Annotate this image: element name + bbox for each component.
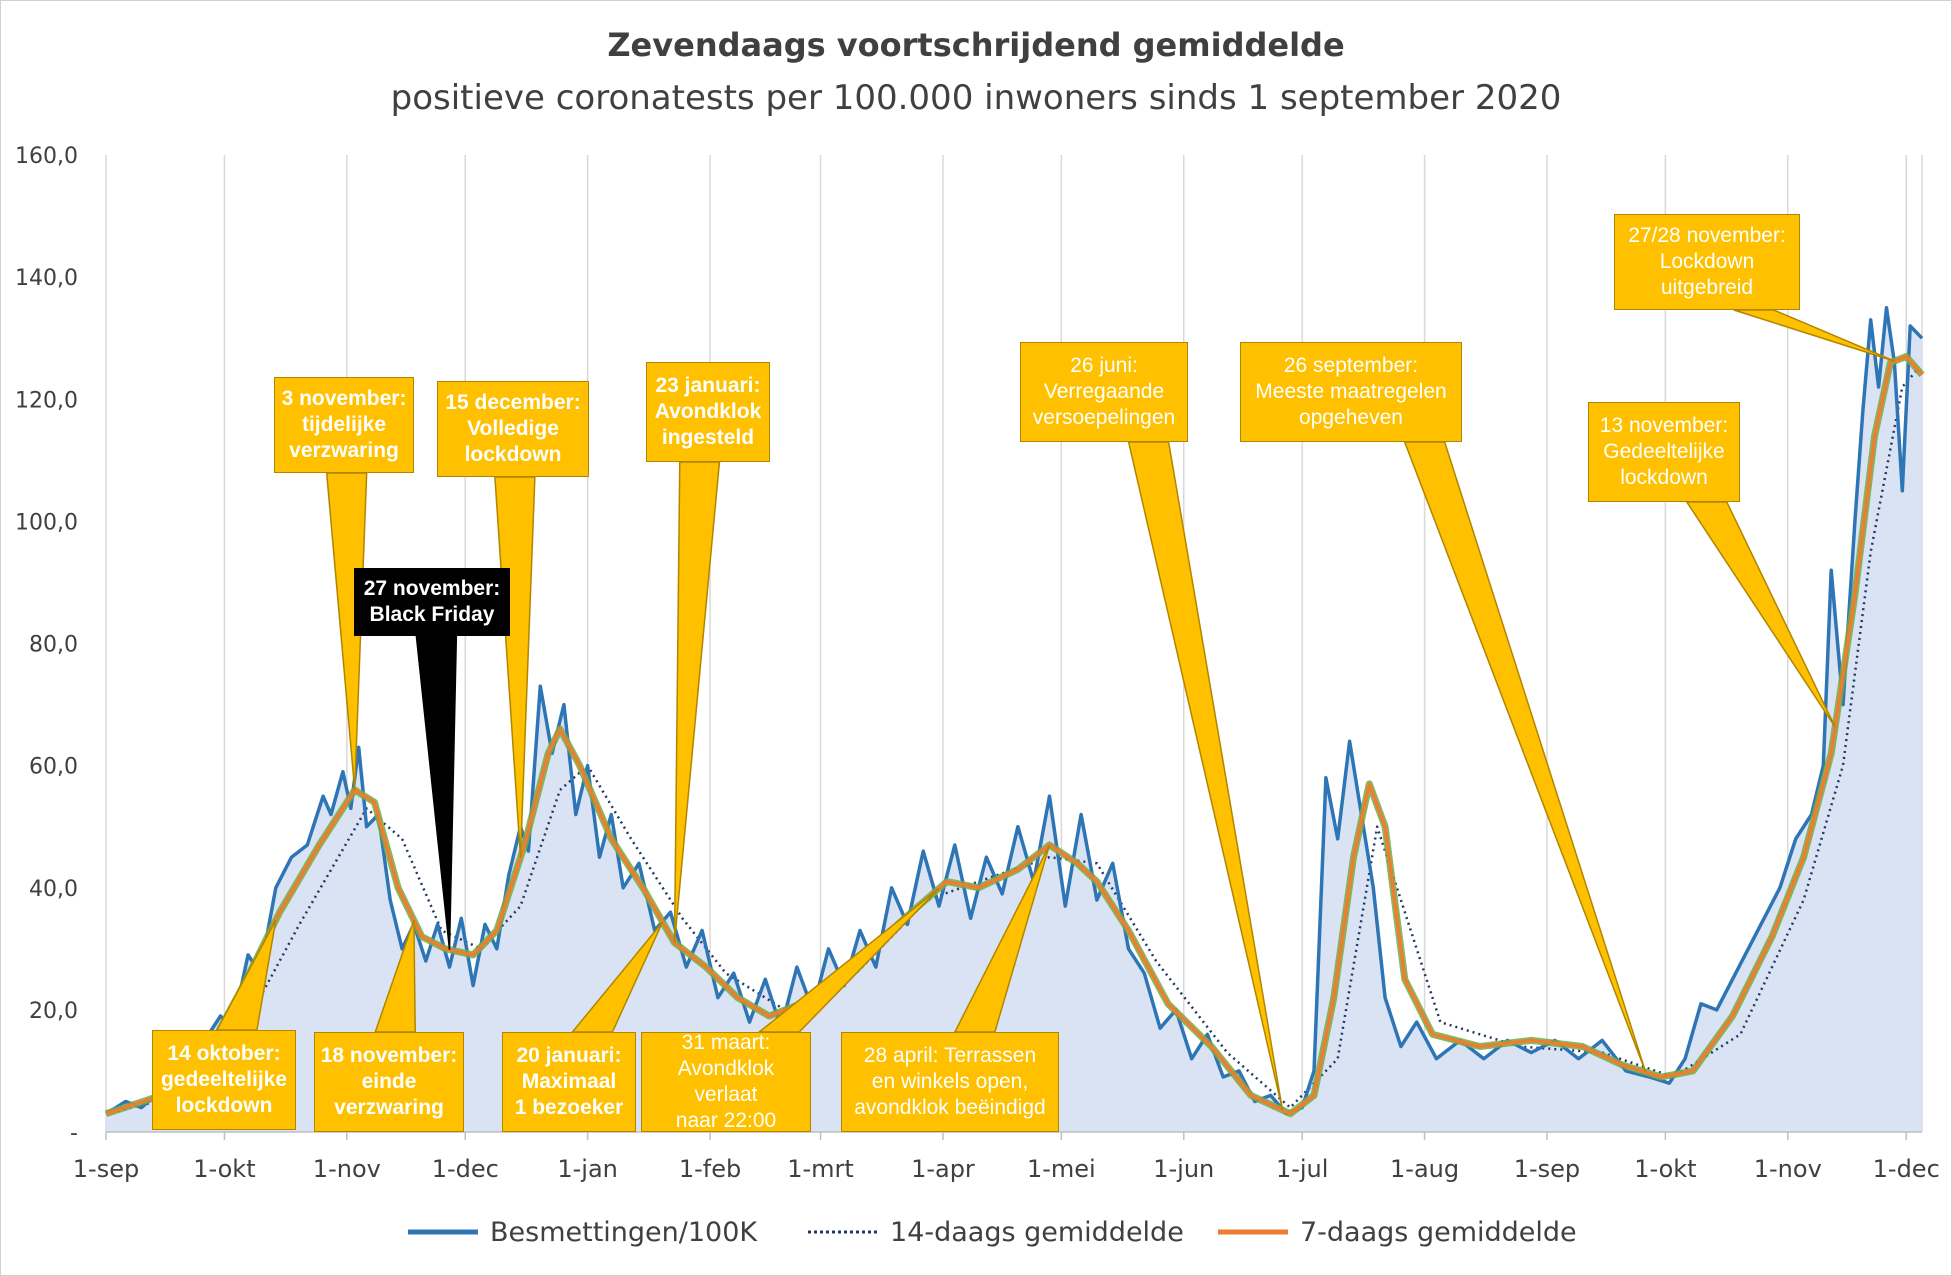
x-tick-label: 1-aug	[1390, 1155, 1459, 1183]
chart-subtitle: positieve coronatests per 100.000 inwone…	[390, 78, 1562, 118]
x-tick-label: 1-feb	[679, 1155, 741, 1183]
callout-2728nov: 27/28 november: Lockdown uitgebreid	[1614, 214, 1800, 310]
x-tick-label: 1-mrt	[787, 1155, 854, 1183]
callout-pointer	[1403, 441, 1647, 1073]
y-tick-label: 80,0	[29, 633, 78, 658]
legend-label-daily: Besmettingen/100K	[490, 1216, 758, 1248]
legend-label-avg14: 14-daags gemiddelde	[890, 1216, 1184, 1248]
callout-27nov: 27 november: Black Friday	[354, 568, 510, 636]
y-tick-label: 60,0	[29, 755, 78, 780]
callout-28apr: 28 april: Terrassen en winkels open, avo…	[841, 1032, 1059, 1132]
callout-13nov21: 13 november: Gedeeltelijke lockdown	[1588, 402, 1740, 502]
area-layer	[106, 307, 1922, 1132]
callout-pointer	[1685, 501, 1836, 728]
x-tick-label: 1-jun	[1153, 1155, 1214, 1183]
x-tick-label: 1-nov	[313, 1155, 381, 1183]
axis-layer: 1-sep 1-okt 1-nov 1-dec 1-jan 1-feb 1-mrt 1-apr…	[15, 144, 1940, 1183]
callout-26sep: 26 september: Meeste maatregelen opgehev…	[1240, 342, 1462, 442]
x-tick-label: 1-okt	[193, 1155, 255, 1183]
callout-pointer	[415, 635, 458, 950]
x-tick-label: 1-jul	[1276, 1155, 1328, 1183]
callout-pointer	[673, 461, 721, 943]
callout-pointer	[494, 476, 536, 858]
series-area-daily	[106, 307, 1922, 1132]
callout-pointers	[215, 309, 1895, 1111]
callout-pointer	[1127, 441, 1284, 1111]
x-tick-label: 1-dec	[1873, 1155, 1940, 1183]
x-tick-label: 1-sep	[1514, 1155, 1580, 1183]
x-tick-label: 1-mei	[1027, 1155, 1096, 1183]
y-tick-label: -	[70, 1121, 78, 1146]
x-tick-label: 1-nov	[1754, 1155, 1822, 1183]
y-tick-label: 160,0	[15, 144, 78, 169]
legend-swatch-avg14	[808, 1230, 878, 1234]
x-tick-label: 1-dec	[432, 1155, 499, 1183]
y-tick-label: 140,0	[15, 266, 78, 291]
legend: Besmettingen/100K 14-daags gemiddelde 7-…	[0, 1212, 1952, 1252]
x-tick-label: 1-okt	[1634, 1155, 1696, 1183]
x-tick-label: 1-sep	[73, 1155, 139, 1183]
chart-title: Zevendaags voortschrijdend gemiddelde	[607, 26, 1345, 64]
legend-swatch-daily	[408, 1229, 478, 1235]
callout-26jun: 26 juni: Verregaande versoepelingen	[1020, 342, 1188, 442]
callout-15dec: 15 december: Volledige lockdown	[437, 381, 589, 477]
y-tick-label: 100,0	[15, 510, 78, 535]
callout-18nov: 18 november: einde verzwaring	[314, 1032, 464, 1132]
legend-item-avg14: 14-daags gemiddelde	[808, 1212, 1184, 1252]
x-tick-label: 1-jan	[557, 1155, 618, 1183]
callout-20jan: 20 januari: Maximaal 1 bezoeker	[502, 1032, 636, 1132]
legend-swatch-avg7	[1218, 1229, 1288, 1235]
legend-label-avg7: 7-daags gemiddelde	[1300, 1216, 1577, 1248]
y-tick-label: 120,0	[15, 388, 78, 413]
callout-23jan: 23 januari: Avondklok ingesteld	[646, 362, 770, 462]
callout-pointer	[1733, 309, 1895, 362]
callout-14okt: 14 oktober: gedeeltelijke lockdown	[152, 1030, 296, 1130]
y-tick-label: 40,0	[29, 877, 78, 902]
legend-item-daily: Besmettingen/100K	[408, 1212, 757, 1252]
x-tick-label: 1-apr	[911, 1155, 975, 1183]
legend-item-avg7: 7-daags gemiddelde	[1218, 1212, 1577, 1252]
callout-3nov: 3 november: tijdelijke verzwaring	[274, 377, 414, 473]
y-tick-label: 20,0	[29, 999, 78, 1024]
callout-31mrt: 31 maart: Avondklok verlaat naar 22:00	[641, 1031, 811, 1132]
